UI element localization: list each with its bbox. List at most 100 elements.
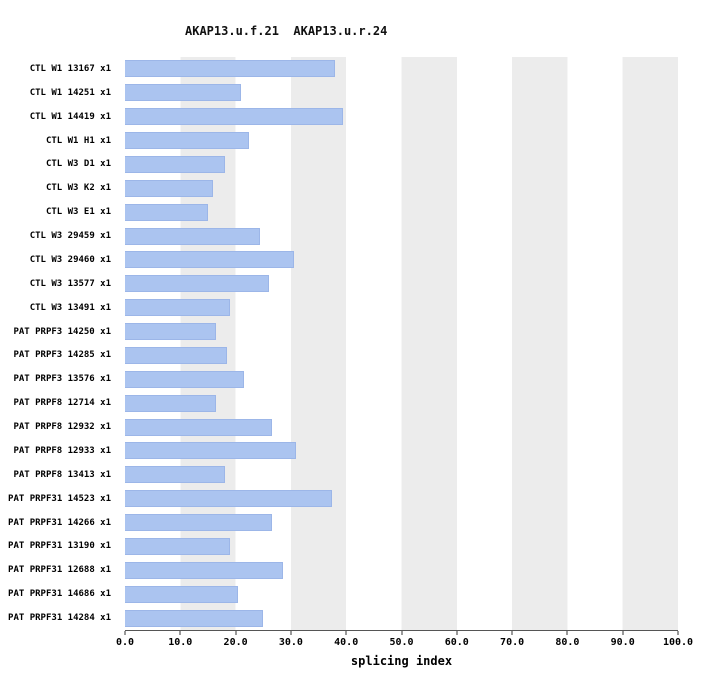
- x-tick: [511, 631, 513, 635]
- bar: [125, 251, 294, 269]
- bar: [125, 227, 261, 245]
- bar: [125, 60, 336, 78]
- category-label: CTL W3 29460 x1: [29, 254, 111, 265]
- category-label: PAT PRPF8 12714 x1: [13, 398, 111, 409]
- category-label: PAT PRPF31 14686 x1: [8, 589, 111, 600]
- bar-row: [125, 57, 678, 81]
- category-label: CTL W1 14419 x1: [29, 111, 111, 122]
- bar: [125, 370, 244, 388]
- category-label: PAT PRPF8 12933 x1: [13, 445, 111, 456]
- plot-area: [125, 57, 678, 631]
- bar-row: [125, 176, 678, 200]
- bar-row: [125, 367, 678, 391]
- category-label: PAT PRPF31 13190 x1: [8, 541, 111, 552]
- x-tick: [401, 631, 402, 635]
- bar-row: [125, 511, 678, 535]
- bar: [125, 323, 217, 341]
- bar-row: [125, 272, 678, 296]
- category-label: CTL W3 E1 x1: [45, 207, 111, 218]
- bar: [125, 418, 272, 436]
- x-tick-label: 100.0: [662, 637, 694, 648]
- category-label: PAT PRPF8 12932 x1: [13, 422, 111, 433]
- y-axis-labels: CTL W1 13167 x1 CTL W1 14251 x1 CTL W1 144…: [0, 57, 118, 630]
- bar: [125, 490, 333, 508]
- bar-row: [125, 81, 678, 105]
- category-label: PAT PRPF31 14523 x1: [8, 493, 111, 504]
- bar: [125, 84, 242, 102]
- x-tick-label: 90.0: [610, 637, 635, 648]
- bar: [125, 275, 269, 293]
- bar-row: [125, 344, 678, 368]
- bar-row: [125, 320, 678, 344]
- x-tick-label: 30.0: [278, 637, 303, 648]
- x-tick: [622, 631, 624, 635]
- bar: [125, 466, 225, 484]
- x-tick-label: 50.0: [389, 637, 414, 648]
- x-tick-label: 20.0: [223, 637, 248, 648]
- bar-row: [125, 439, 678, 463]
- category-label: CTL W3 K2 x1: [45, 183, 111, 194]
- bar-row: [125, 248, 678, 272]
- bar-row: [125, 415, 678, 439]
- bar-row: [125, 558, 678, 582]
- category-label: PAT PRPF31 14284 x1: [8, 613, 111, 624]
- x-tick: [677, 631, 679, 635]
- bar: [125, 442, 297, 460]
- x-tick: [179, 631, 181, 635]
- bar-row: [125, 487, 678, 511]
- bar-row: [125, 582, 678, 606]
- bar-row: [125, 105, 678, 129]
- bar-row: [125, 606, 678, 630]
- category-label: CTL W1 13167 x1: [29, 63, 111, 74]
- x-axis-label: splicing index: [350, 654, 453, 668]
- category-label: PAT PRPF31 14266 x1: [8, 517, 111, 528]
- category-label: PAT PRPF3 14285 x1: [13, 350, 111, 361]
- bar-row: [125, 463, 678, 487]
- bar: [125, 203, 208, 221]
- x-tick: [345, 631, 347, 635]
- category-label: CTL W3 29459 x1: [29, 231, 111, 242]
- bar-row: [125, 153, 678, 177]
- bar: [125, 537, 231, 555]
- category-label: PAT PRPF31 12688 x1: [8, 565, 111, 576]
- category-label: PAT PRPF3 14250 x1: [13, 326, 111, 337]
- bar: [125, 108, 344, 126]
- category-label: CTL W3 D1 x1: [45, 159, 111, 170]
- x-tick: [124, 631, 126, 635]
- bar-row: [125, 391, 678, 415]
- bar-row: [125, 224, 678, 248]
- x-tick: [456, 631, 458, 635]
- x-tick-label: 80.0: [555, 637, 580, 648]
- bar: [125, 132, 250, 150]
- x-tick: [235, 631, 237, 635]
- chart-title: AKAP13.u.f.21 AKAP13.u.r.24: [185, 24, 388, 38]
- x-tick-label: 70.0: [500, 637, 525, 648]
- bar: [125, 609, 264, 627]
- x-tick-label: 60.0: [444, 637, 469, 648]
- bar: [125, 394, 217, 412]
- category-label: CTL W3 13491 x1: [29, 302, 111, 313]
- bar: [125, 346, 228, 364]
- bar-row: [125, 296, 678, 320]
- category-label: CTL W1 14251 x1: [29, 87, 111, 98]
- bar-row: [125, 129, 678, 153]
- bar: [125, 299, 231, 317]
- bar-row: [125, 535, 678, 559]
- x-tick-label: 40.0: [334, 637, 359, 648]
- bar: [125, 155, 225, 173]
- bar: [125, 514, 272, 532]
- bar: [125, 179, 214, 197]
- category-label: PAT PRPF8 13413 x1: [13, 469, 111, 480]
- bars-container: [125, 57, 678, 630]
- x-tick-label: 10.0: [168, 637, 193, 648]
- category-label: PAT PRPF3 13576 x1: [13, 374, 111, 385]
- category-label: CTL W1 H1 x1: [45, 135, 111, 146]
- x-tick: [290, 631, 292, 635]
- x-tick: [566, 631, 568, 635]
- bar: [125, 561, 283, 579]
- bar-row: [125, 200, 678, 224]
- x-axis: 0.0 10.0 20.0 30.0 40.0 50.0 60.0 70.0 80.0 90.0 1…: [116, 630, 693, 660]
- bar: [125, 585, 239, 603]
- category-label: CTL W3 13577 x1: [29, 278, 111, 289]
